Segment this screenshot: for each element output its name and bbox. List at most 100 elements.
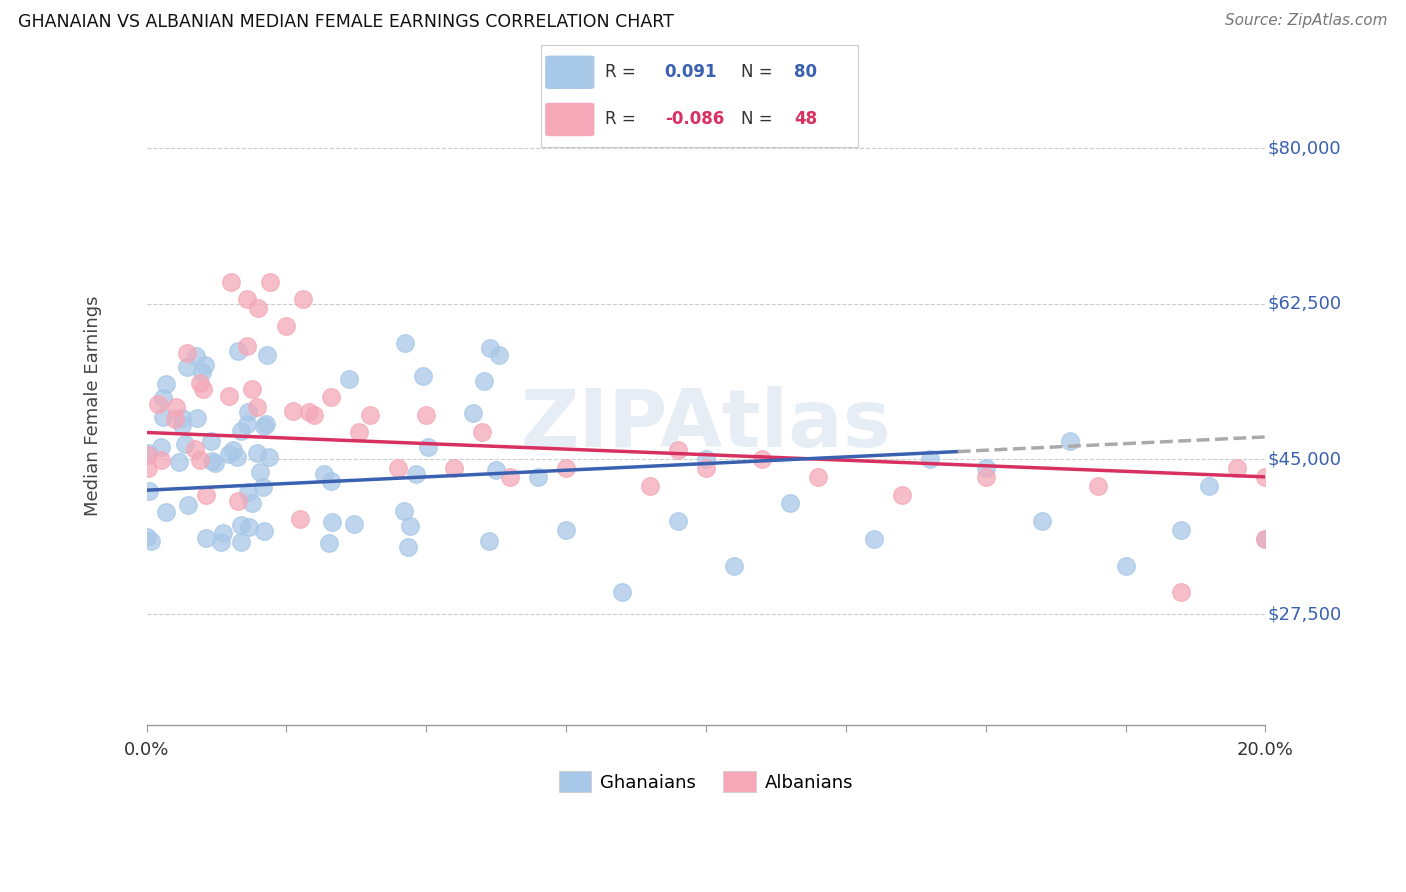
Point [167, 455, 190, 469]
Point [236, 484, 259, 499]
Point [695, 452, 717, 467]
Point [259, 275, 281, 289]
Point [555, 461, 578, 475]
Point [252, 480, 274, 494]
Point [918, 452, 941, 467]
Point [392, 504, 415, 518]
Point [321, 515, 343, 529]
Text: $45,000: $45,000 [1268, 450, 1341, 468]
Text: GHANAIAN VS ALBANIAN MEDIAN FEMALE EARNINGS CORRELATION CHART: GHANAIAN VS ALBANIAN MEDIAN FEMALE EARNI… [18, 13, 673, 31]
Text: R =: R = [605, 62, 636, 81]
Point [188, 453, 211, 467]
Point [254, 417, 277, 432]
Legend: Ghanaians, Albanians: Ghanaians, Albanians [551, 764, 860, 799]
Point [225, 450, 247, 465]
Point [343, 517, 366, 532]
Text: 80: 80 [794, 62, 817, 81]
Point [321, 390, 343, 404]
Point [247, 301, 270, 316]
Point [1254, 532, 1277, 546]
Point [1170, 523, 1192, 537]
Point [136, 461, 159, 475]
Point [226, 493, 249, 508]
Point [292, 293, 315, 307]
Point [252, 419, 274, 434]
Point [394, 336, 416, 351]
Point [318, 536, 340, 550]
Point [149, 453, 172, 467]
Text: -0.086: -0.086 [665, 110, 724, 128]
Point [188, 376, 211, 391]
Point [176, 359, 198, 374]
Point [240, 383, 263, 397]
Point [184, 349, 207, 363]
Point [236, 339, 259, 353]
Point [184, 442, 207, 457]
Point [1226, 461, 1249, 475]
Point [195, 531, 218, 545]
Point [723, 558, 745, 573]
Point [173, 437, 195, 451]
Point [1170, 585, 1192, 599]
Point [135, 530, 157, 544]
Point [478, 533, 501, 548]
Text: ZIPAtlas: ZIPAtlas [520, 386, 891, 464]
FancyBboxPatch shape [544, 55, 595, 90]
Point [176, 345, 198, 359]
Point [165, 401, 187, 415]
Text: N =: N = [741, 110, 772, 128]
Point [149, 440, 172, 454]
Point [152, 409, 174, 424]
Point [1087, 479, 1109, 493]
Point [218, 447, 240, 461]
Point [246, 400, 269, 414]
Text: R =: R = [605, 110, 636, 128]
Point [138, 448, 160, 462]
Point [488, 347, 510, 361]
FancyBboxPatch shape [544, 102, 595, 137]
Point [177, 498, 200, 512]
Point [186, 410, 208, 425]
Point [219, 275, 242, 289]
Point [974, 461, 997, 475]
Point [610, 585, 633, 599]
Point [257, 450, 280, 464]
Point [321, 474, 343, 488]
Point [201, 454, 224, 468]
Point [527, 470, 550, 484]
Point [288, 512, 311, 526]
Point [1198, 479, 1220, 493]
Point [298, 405, 321, 419]
Point [1254, 470, 1277, 484]
Text: $80,000: $80,000 [1268, 139, 1341, 158]
Point [359, 408, 381, 422]
Point [236, 405, 259, 419]
Point [246, 446, 269, 460]
Point [1059, 434, 1081, 449]
Point [155, 505, 177, 519]
Point [396, 541, 419, 555]
Point [312, 467, 335, 482]
Point [194, 358, 217, 372]
Point [1031, 514, 1053, 528]
Point [212, 525, 235, 540]
Point [191, 382, 214, 396]
Point [139, 533, 162, 548]
Point [638, 479, 661, 493]
Point [461, 407, 484, 421]
Point [155, 376, 177, 391]
Point [399, 519, 422, 533]
Point [222, 442, 245, 457]
Point [170, 411, 193, 425]
Text: Source: ZipAtlas.com: Source: ZipAtlas.com [1225, 13, 1388, 29]
Text: 0.091: 0.091 [665, 62, 717, 81]
Point [253, 524, 276, 538]
Point [485, 463, 508, 477]
Point [229, 534, 252, 549]
Point [152, 392, 174, 406]
Point [1115, 558, 1137, 573]
Point [218, 389, 240, 403]
Point [226, 344, 249, 359]
Point [555, 523, 578, 537]
Point [204, 456, 226, 470]
